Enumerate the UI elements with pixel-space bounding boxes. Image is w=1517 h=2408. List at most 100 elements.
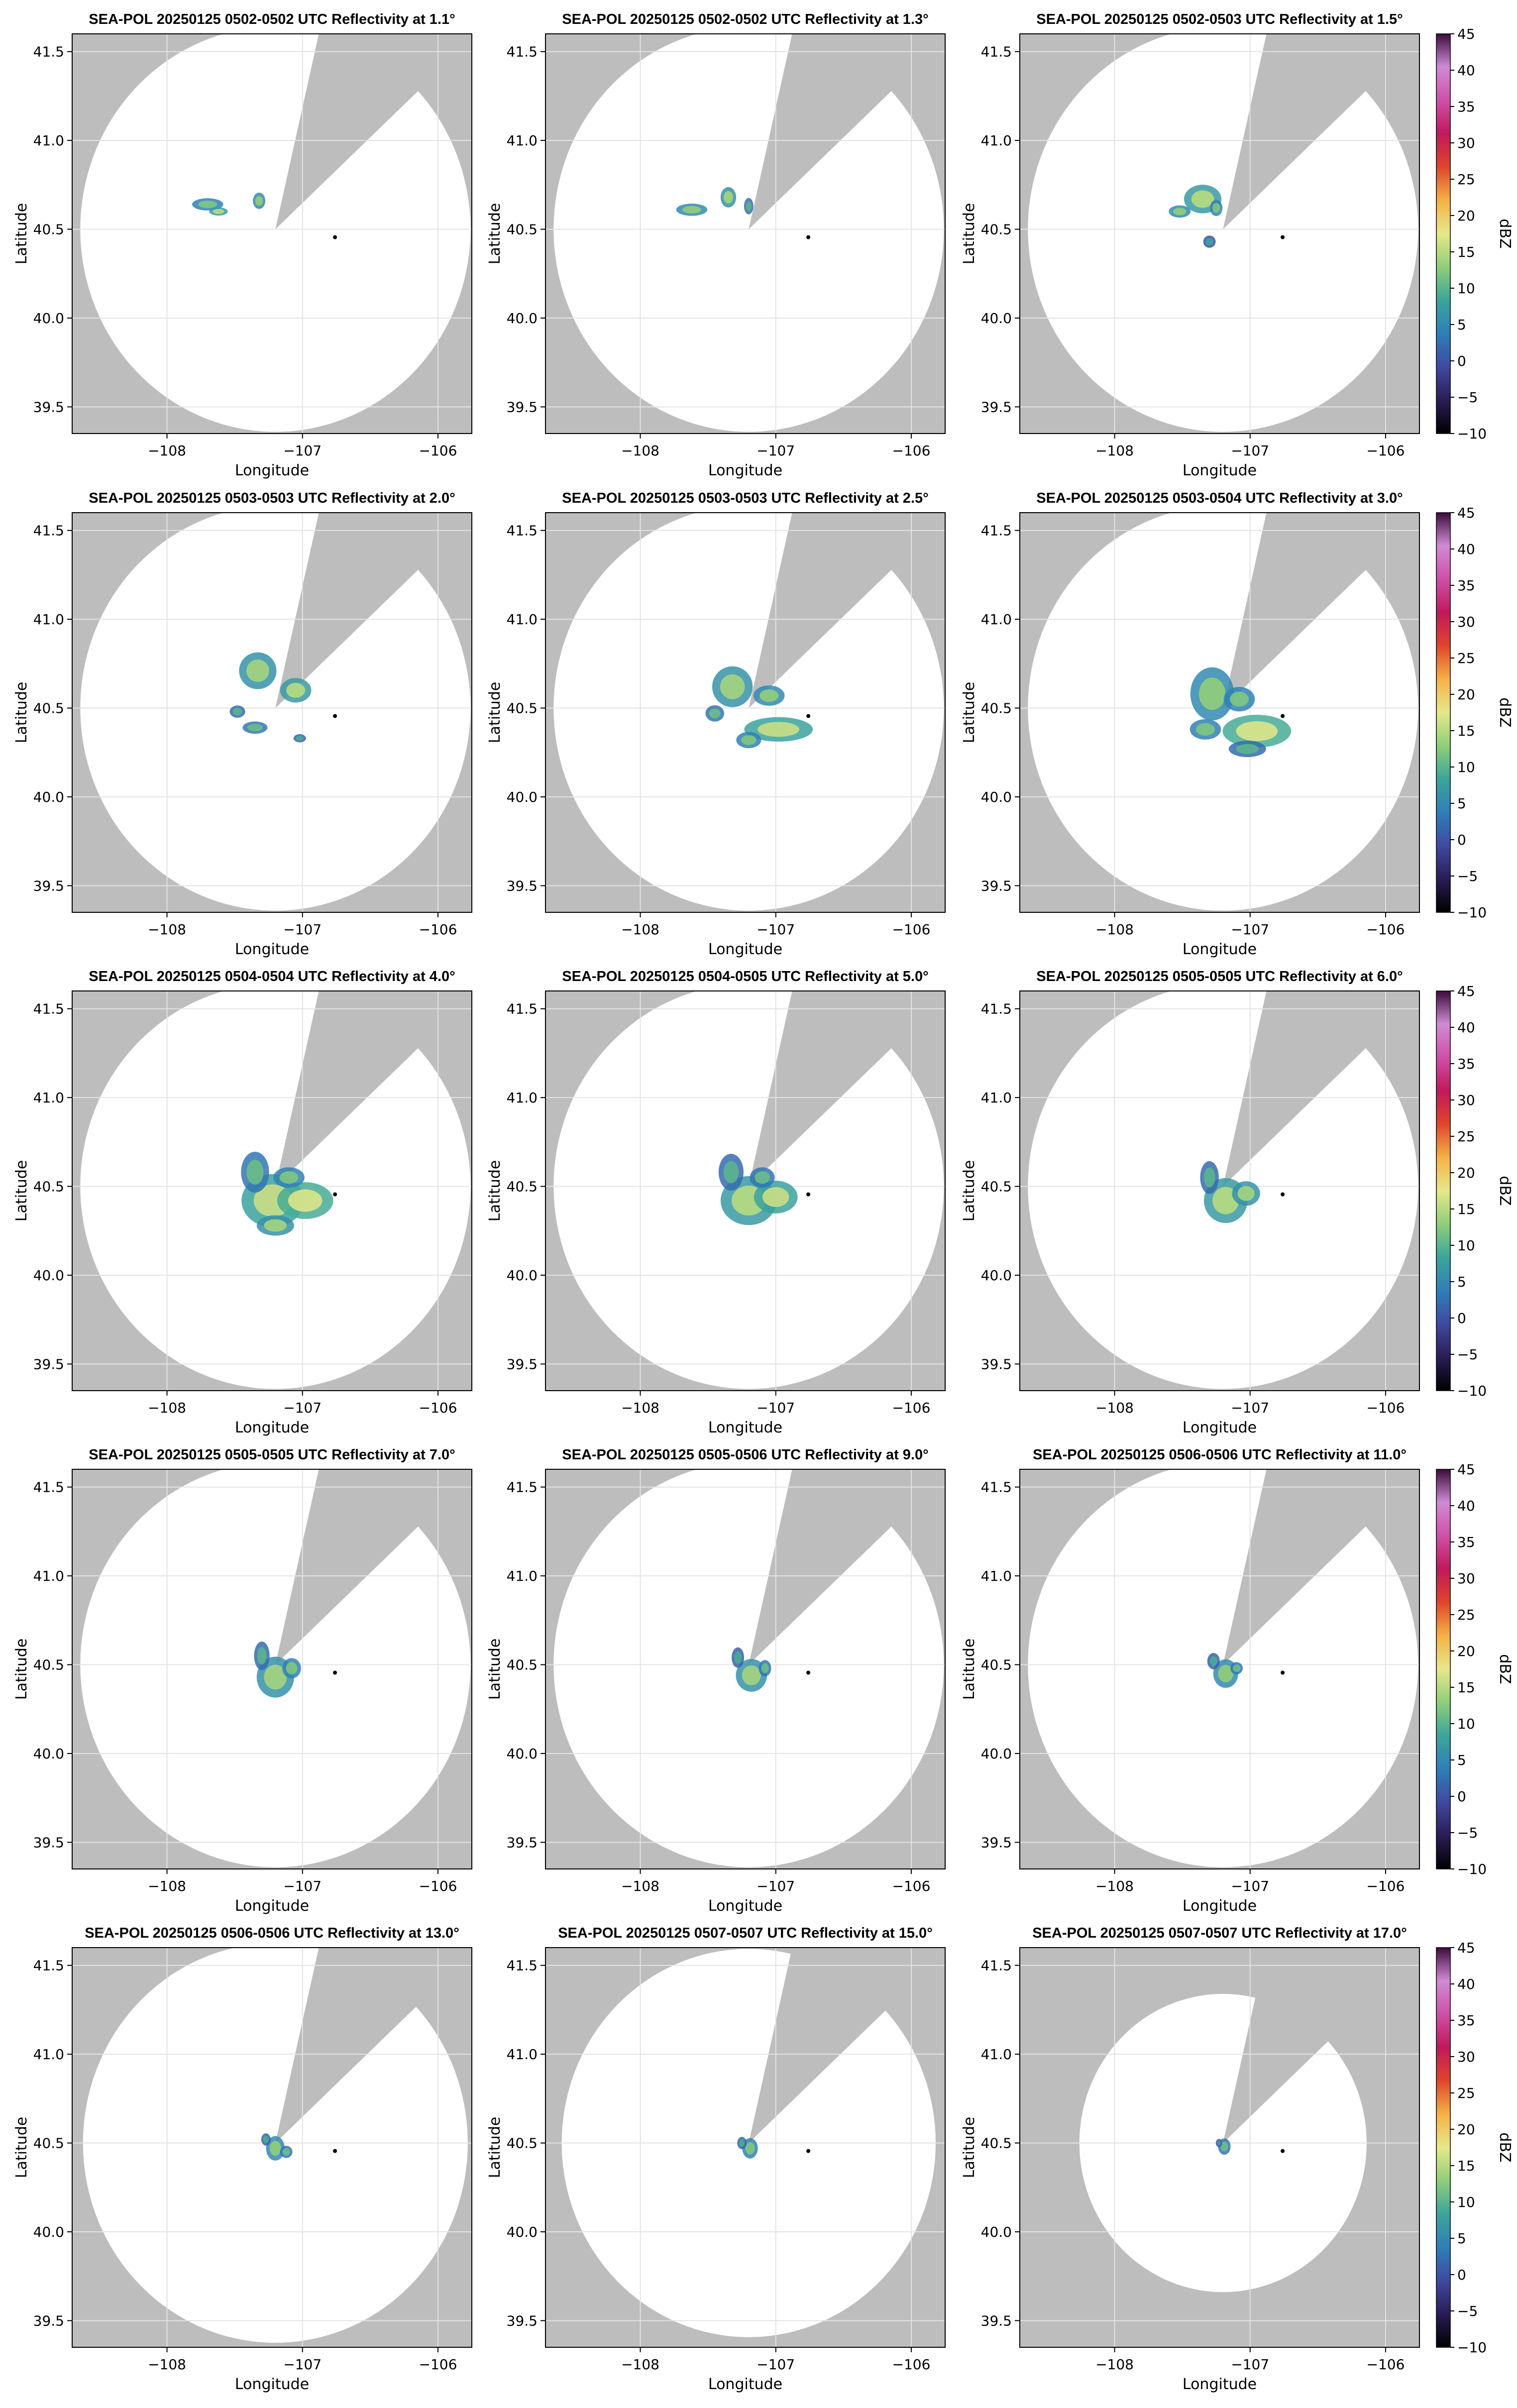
colorbar-tick-label: 30: [1457, 135, 1475, 151]
x-tick-label: −107: [1231, 1400, 1269, 1416]
y-tick-label: 41.5: [981, 44, 1012, 60]
y-tick-label: 40.5: [33, 2135, 64, 2152]
site-marker: [1281, 1192, 1285, 1197]
panel-title: SEA-POL 20250125 0502-0502 UTC Reflectiv…: [89, 11, 455, 27]
colorbar-tick-label: 5: [1457, 1752, 1466, 1768]
y-tick-label: 40.0: [507, 310, 538, 327]
y-tick-label: 41.0: [33, 1090, 64, 1106]
colorbar-label: dBZ: [1496, 219, 1514, 248]
y-tick-label: 39.5: [507, 2312, 538, 2329]
colorbar-tick-label: 30: [1457, 2049, 1475, 2065]
colorbar-tick-label: 15: [1457, 1201, 1475, 1217]
colorbar-tick-label: 35: [1457, 1056, 1475, 1072]
y-tick-label: 41.5: [981, 1001, 1012, 1017]
radar-coverage: [80, 34, 471, 432]
y-axis-label: Latitude: [961, 1639, 978, 1700]
y-tick-label: 41.5: [981, 1958, 1012, 1974]
colorbar-tick-label: −5: [1457, 1825, 1478, 1841]
x-tick-label: −107: [283, 1878, 322, 1894]
y-tick-label: 40.5: [981, 1179, 1012, 1195]
plot-frame: [1019, 990, 1420, 1391]
colorbar-tick-label: 30: [1457, 1570, 1475, 1587]
colorbar-tick-label: 0: [1457, 1788, 1466, 1805]
y-axis-label: Latitude: [961, 1160, 978, 1221]
panel-title: SEA-POL 20250125 0503-0503 UTC Reflectiv…: [89, 490, 455, 506]
echo-core: [1191, 190, 1214, 208]
y-axis-label: Latitude: [13, 203, 30, 264]
x-tick-label: −106: [1366, 1400, 1405, 1416]
panel-title: SEA-POL 20250125 0503-0504 UTC Reflectiv…: [1036, 490, 1403, 506]
y-tick-label: 40.5: [981, 1657, 1012, 1673]
echo-core: [247, 724, 263, 732]
panel-title: SEA-POL 20250125 0507-0507 UTC Reflectiv…: [558, 1925, 933, 1941]
plot-frame: [545, 990, 946, 1391]
x-axis-label: Longitude: [1183, 2376, 1257, 2393]
y-axis-label: Latitude: [486, 1639, 504, 1700]
y-tick-label: 40.5: [33, 700, 64, 717]
echo-core: [246, 659, 269, 682]
x-axis-label: Longitude: [235, 1419, 309, 1436]
site-marker: [806, 1670, 811, 1675]
plot-frame: [545, 512, 946, 913]
radar-panel-11: SEA-POL 20250125 0505-0506 UTC Reflectiv…: [486, 1447, 946, 1915]
x-axis-label: Longitude: [708, 2376, 782, 2393]
plot-frame: [545, 1947, 946, 2348]
y-tick-label: 41.0: [507, 611, 538, 628]
site-marker: [333, 1670, 337, 1675]
radar-panel-1: SEA-POL 20250125 0502-0502 UTC Reflectiv…: [13, 11, 472, 479]
y-tick-label: 40.0: [507, 1267, 538, 1284]
echo-core: [1173, 208, 1187, 216]
colorbar-column: 45 40 35 30 25 20 15 10 5 0 −5 −10 dBZ 45 40 35 30 25 20 15…: [1436, 26, 1514, 2356]
colorbar-tick-label: −10: [1457, 1383, 1487, 1399]
site-marker: [1281, 235, 1285, 239]
y-tick-label: 41.5: [507, 44, 538, 60]
y-tick-label: 41.5: [33, 1958, 64, 1974]
panel-title: SEA-POL 20250125 0505-0506 UTC Reflectiv…: [562, 1447, 928, 1463]
plot-frame: [1019, 1947, 1420, 2348]
y-tick-label: 41.5: [507, 1001, 538, 1017]
radar-panel-13: SEA-POL 20250125 0506-0506 UTC Reflectiv…: [13, 1925, 472, 2393]
colorbar-tick-label: 20: [1457, 208, 1475, 224]
colorbar-tick-label: 20: [1457, 686, 1475, 703]
radar-panel-4: SEA-POL 20250125 0503-0503 UTC Reflectiv…: [13, 490, 472, 958]
x-tick-label: −106: [419, 1400, 457, 1416]
colorbar-tick-label: 20: [1457, 1165, 1475, 1181]
radar-panel-2: SEA-POL 20250125 0502-0502 UTC Reflectiv…: [486, 11, 946, 479]
echo-core: [263, 2135, 269, 2143]
panel-title: SEA-POL 20250125 0502-0502 UTC Reflectiv…: [562, 11, 928, 27]
colorbar-tick-label: 20: [1457, 1643, 1475, 1659]
echo-core: [1212, 203, 1220, 213]
x-tick-label: −107: [1231, 921, 1269, 938]
colorbar-tick-label: 10: [1457, 759, 1475, 775]
echo-core: [282, 2148, 290, 2156]
echo-core: [264, 1219, 287, 1232]
colorbar-tick-label: 5: [1457, 1274, 1466, 1290]
plot-frame: [1019, 33, 1420, 434]
x-tick-label: −108: [1095, 2356, 1134, 2373]
y-tick-label: 40.0: [33, 789, 64, 805]
x-tick-label: −108: [1095, 1878, 1134, 1894]
echo-core: [1232, 1664, 1241, 1672]
y-tick-label: 41.0: [507, 1090, 538, 1106]
y-axis-label: Latitude: [486, 203, 504, 264]
colorbar-tick-label: 40: [1457, 1976, 1475, 1992]
site-marker: [333, 1192, 337, 1197]
colorbar-tick-label: 35: [1457, 99, 1475, 115]
radar-panel-8: SEA-POL 20250125 0504-0505 UTC Reflectiv…: [486, 969, 946, 1436]
y-tick-label: 41.0: [981, 611, 1012, 628]
x-axis-label: Longitude: [708, 462, 782, 479]
site-marker: [333, 2149, 337, 2153]
y-tick-label: 39.5: [981, 2312, 1012, 2329]
y-axis-label: Latitude: [961, 203, 978, 264]
colorbar-1: 45 40 35 30 25 20 15 10 5 0 −5 −10 dBZ: [1436, 26, 1514, 442]
y-tick-label: 40.0: [981, 1746, 1012, 1762]
y-tick-label: 39.5: [981, 877, 1012, 894]
echo-core: [255, 196, 263, 206]
colorbar-tick-label: 10: [1457, 1237, 1475, 1254]
echo-core: [745, 2142, 755, 2155]
colorbar-tick-label: 45: [1457, 505, 1475, 521]
colorbar-tick-label: 45: [1457, 26, 1475, 42]
x-tick-label: −107: [1231, 2356, 1269, 2373]
colorbar-3: 45 40 35 30 25 20 15 10 5 0 −5 −10 dBZ: [1436, 983, 1514, 1399]
y-tick-label: 40.0: [507, 2224, 538, 2240]
